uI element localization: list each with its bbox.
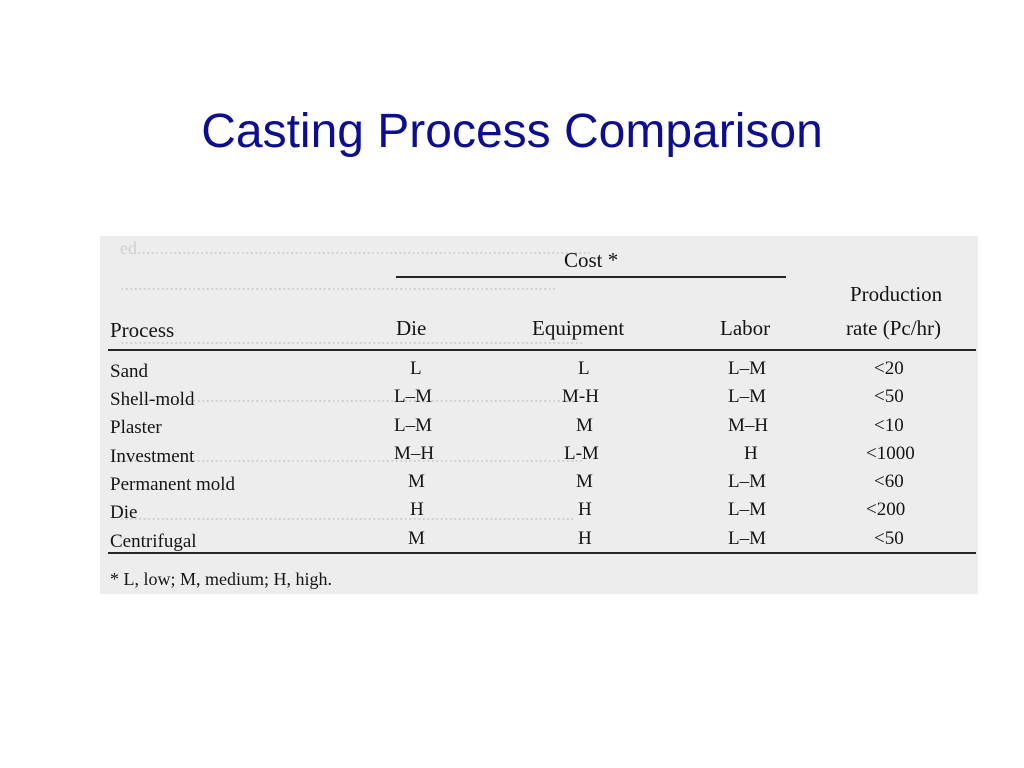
row-rate: <60 [874, 471, 904, 492]
row-equipment: M [576, 471, 593, 492]
row-labor: L–M [728, 386, 766, 407]
row-labor: L–M [728, 471, 766, 492]
row-die: L–M [394, 415, 432, 436]
row-process: Sand [110, 361, 148, 382]
row-rate: <20 [874, 358, 904, 379]
bleed-through-text: ........................................… [120, 328, 584, 348]
row-labor: M–H [728, 415, 769, 436]
row-labor: L–M [728, 499, 766, 520]
row-equipment: M-H [562, 386, 599, 407]
bleed-through-text: ........................................… [120, 386, 575, 406]
table-bottom-rule [108, 552, 976, 554]
row-process: Investment [110, 446, 195, 467]
row-rate: <1000 [866, 443, 915, 464]
row-equipment: L [578, 358, 590, 379]
row-equipment: L-M [564, 443, 599, 464]
row-die: L [410, 358, 422, 379]
row-die: H [410, 499, 424, 520]
row-labor: L–M [728, 358, 766, 379]
table-footnote: * L, low; M, medium; H, high. [110, 569, 332, 589]
header-equipment: Equipment [532, 316, 625, 340]
row-rate: <50 [874, 528, 904, 549]
row-rate: <50 [874, 386, 904, 407]
bleed-through-text: ed......................................… [120, 238, 592, 258]
row-equipment: H [578, 499, 592, 520]
row-process: Die [110, 502, 138, 523]
bleed-through-text: ........................................… [120, 446, 584, 466]
row-process: Centrifugal [110, 531, 197, 552]
row-process: Permanent mold [110, 474, 236, 495]
row-process: Shell-mold [110, 389, 195, 410]
slide-title: Casting Process Comparison [201, 105, 823, 158]
row-equipment: H [578, 528, 592, 549]
row-labor: H [744, 443, 758, 464]
row-rate: <10 [874, 415, 904, 436]
row-equipment: M [576, 415, 593, 436]
row-process: Plaster [110, 417, 162, 438]
cost-group-rule [396, 276, 786, 278]
header-labor: Labor [720, 316, 771, 340]
row-die: M–H [394, 443, 435, 464]
row-labor: L–M [728, 528, 766, 549]
header-production: Production [850, 282, 943, 306]
row-die: M [408, 471, 425, 492]
scanned-table-image: ed......................................… [100, 236, 978, 594]
header-rule [108, 349, 976, 351]
bleed-through-text: ........................................… [120, 504, 575, 524]
header-process: Process [110, 318, 175, 342]
header-die: Die [396, 316, 427, 340]
header-rate: rate (Pc/hr) [846, 316, 942, 340]
bleed-through-text: ........................................… [120, 274, 557, 294]
row-rate: <200 [866, 499, 906, 520]
row-die: M [408, 528, 425, 549]
row-die: L–M [394, 386, 432, 407]
cost-group-header: Cost * [564, 248, 619, 272]
